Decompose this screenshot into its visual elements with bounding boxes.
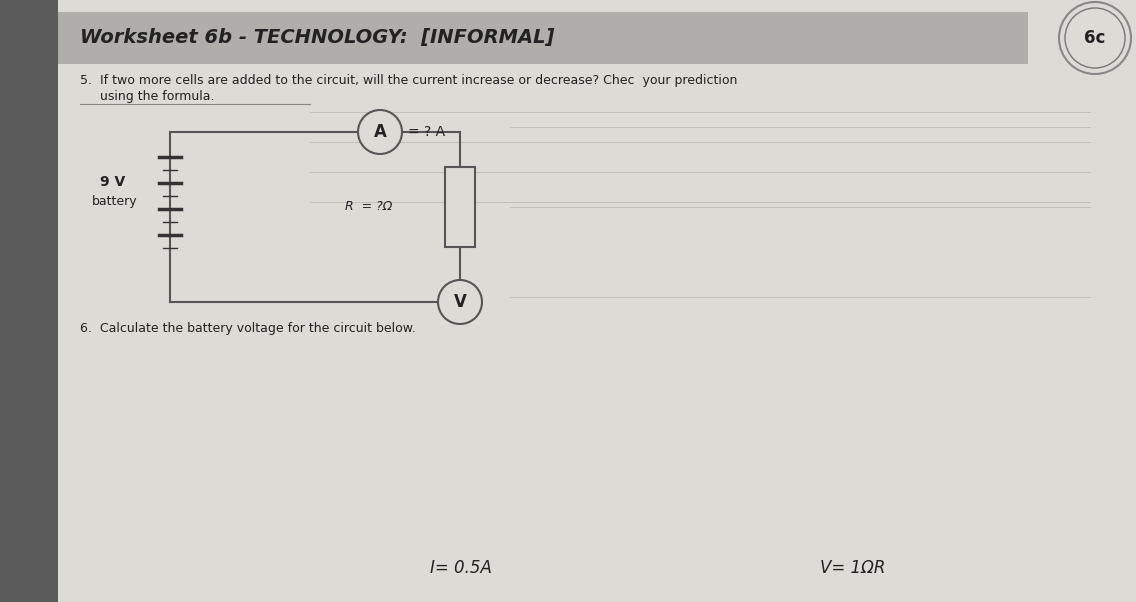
- Text: A: A: [374, 123, 386, 141]
- Circle shape: [438, 280, 482, 324]
- Text: battery: battery: [92, 196, 137, 208]
- Text: I= 0.5A: I= 0.5A: [431, 559, 492, 577]
- Text: 6.  Calculate the battery voltage for the circuit below.: 6. Calculate the battery voltage for the…: [80, 322, 416, 335]
- FancyBboxPatch shape: [58, 12, 1028, 64]
- Text: Worksheet 6b - TECHNOLOGY:  [INFORMAL]: Worksheet 6b - TECHNOLOGY: [INFORMAL]: [80, 28, 554, 48]
- Text: V= 1ΩR: V= 1ΩR: [820, 559, 885, 577]
- Text: V: V: [453, 293, 467, 311]
- Circle shape: [358, 110, 402, 154]
- Text: 5.  If two more cells are added to the circuit, will the current increase or dec: 5. If two more cells are added to the ci…: [80, 74, 737, 87]
- Circle shape: [1059, 2, 1131, 74]
- FancyBboxPatch shape: [0, 0, 58, 602]
- Text: 6c: 6c: [1085, 29, 1105, 47]
- FancyBboxPatch shape: [58, 0, 1136, 602]
- Text: R  = ?Ω: R = ?Ω: [345, 200, 392, 214]
- Text: using the formula.: using the formula.: [80, 90, 215, 103]
- FancyBboxPatch shape: [445, 167, 475, 247]
- Text: 9 V: 9 V: [100, 175, 125, 189]
- Text: = ? A: = ? A: [408, 125, 445, 139]
